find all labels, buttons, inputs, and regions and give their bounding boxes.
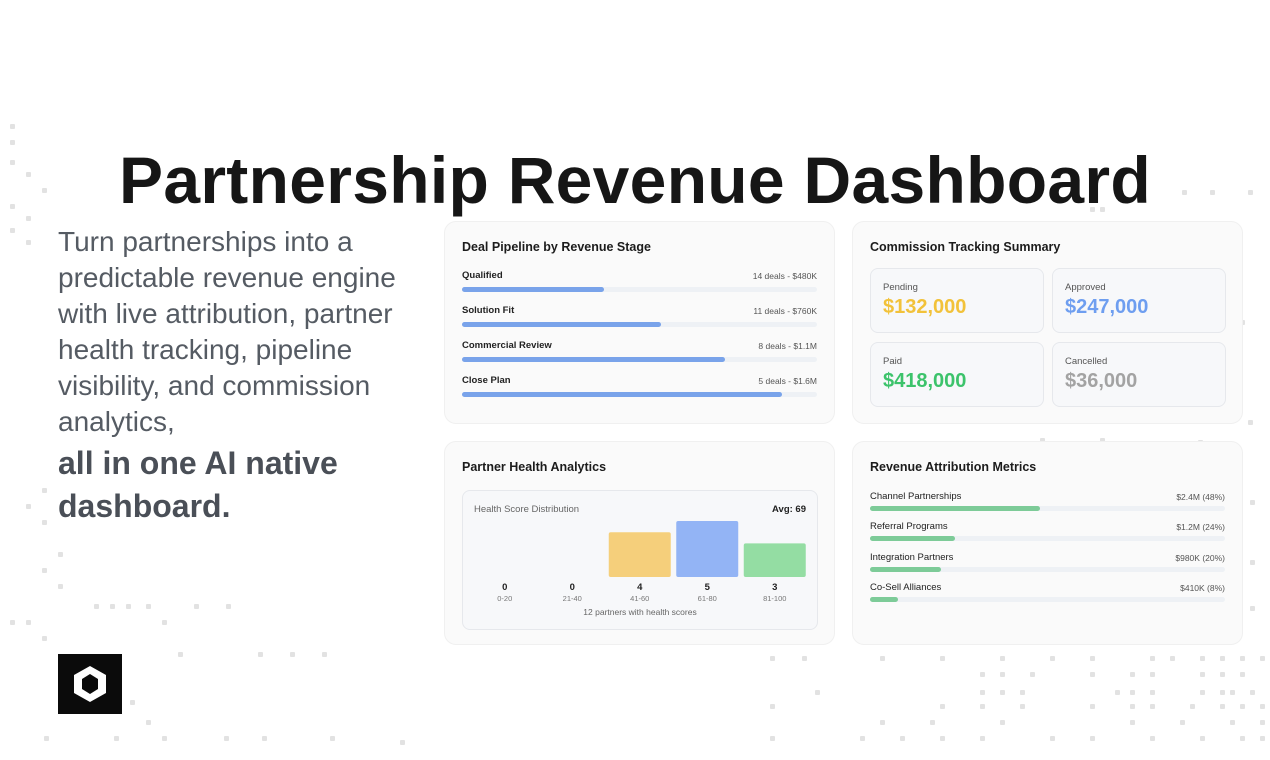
- commission-stat-cancelled: Cancelled $36,000: [1052, 342, 1226, 407]
- stage-value: 8 deals - $1.1M: [758, 341, 817, 351]
- stat-label: Cancelled: [1065, 356, 1108, 367]
- stat-value: $132,000: [883, 296, 967, 318]
- attribution-row: Channel Partnerships $2.4M (48%): [870, 491, 1225, 517]
- revenue-attribution-card: Revenue Attribution Metrics Channel Part…: [852, 441, 1243, 645]
- progress-fill: [870, 567, 941, 572]
- health-bar-41-60: [608, 532, 671, 577]
- bar-value-label: 0: [570, 582, 575, 593]
- progress-fill: [870, 536, 956, 541]
- attribution-value: $980K (20%): [1175, 553, 1225, 563]
- partner-health-card: Partner Health Analytics Health Score Di…: [444, 441, 835, 645]
- bar-category-label: 0-20: [497, 594, 512, 603]
- attribution-row: Co-Sell Alliances $410K (8%): [870, 582, 1225, 608]
- card-title: Revenue Attribution Metrics: [870, 460, 1037, 474]
- commission-stat-paid: Paid $418,000: [870, 342, 1044, 407]
- progress-track: [870, 597, 1225, 602]
- stat-value: $418,000: [883, 370, 967, 392]
- progress-fill: [462, 392, 782, 397]
- chart-subtitle: Health Score Distribution: [474, 504, 580, 515]
- stat-label: Pending: [883, 282, 918, 293]
- bar-value-label: 4: [637, 582, 643, 593]
- attribution-row: Referral Programs $1.2M (24%): [870, 521, 1225, 547]
- attribution-value: $2.4M (48%): [1176, 492, 1225, 502]
- progress-fill: [462, 357, 725, 362]
- stat-value: $36,000: [1065, 370, 1138, 392]
- pipeline-stage-row: Solution Fit 11 deals - $760K: [462, 305, 817, 335]
- attribution-value: $1.2M (24%): [1176, 522, 1225, 532]
- stat-label: Approved: [1065, 282, 1106, 293]
- bar-value-label: 5: [705, 582, 711, 593]
- pipeline-stage-row: Commercial Review 8 deals - $1.1M: [462, 340, 817, 370]
- progress-track: [870, 506, 1225, 511]
- deal-pipeline-card: Deal Pipeline by Revenue Stage Qualified…: [444, 221, 835, 424]
- attribution-label: Integration Partners: [870, 552, 954, 563]
- commission-stat-approved: Approved $247,000: [1052, 268, 1226, 333]
- progress-track: [870, 536, 1225, 541]
- stage-value: 11 deals - $760K: [753, 306, 817, 316]
- stage-label: Qualified: [462, 270, 503, 281]
- progress-track: [462, 392, 817, 397]
- stat-value: $247,000: [1065, 296, 1149, 318]
- bar-value-label: 3: [772, 582, 777, 593]
- attribution-label: Co-Sell Alliances: [870, 582, 942, 593]
- bar-category-label: 81-100: [763, 594, 786, 603]
- stat-label: Paid: [883, 356, 903, 367]
- tagline-emphasis: all in one AI native dashboard.: [58, 445, 338, 524]
- attribution-value: $410K (8%): [1180, 583, 1225, 593]
- health-chart-panel: Health Score Distribution Avg: 69 0 0-20 0…: [462, 490, 818, 630]
- chart-footer: 12 partners with health scores: [583, 607, 697, 617]
- stage-label: Solution Fit: [462, 305, 515, 316]
- hexagon-cube-icon: [74, 666, 106, 702]
- progress-track: [462, 287, 817, 292]
- bar-value-label: 0: [502, 582, 507, 593]
- health-bar-61-80: [676, 521, 739, 577]
- bar-category-label: 61-80: [698, 594, 717, 603]
- attribution-label: Channel Partnerships: [870, 491, 962, 502]
- card-title: Commission Tracking Summary: [870, 240, 1061, 254]
- commission-summary-card: Commission Tracking Summary Pending $132,…: [852, 221, 1243, 424]
- pipeline-stage-row: Qualified 14 deals - $480K: [462, 270, 817, 300]
- average-score: Avg: 69: [772, 504, 806, 515]
- tagline: Turn partnerships into a predictable rev…: [58, 224, 428, 528]
- bar-category-label: 21-40: [563, 594, 582, 603]
- card-title: Deal Pipeline by Revenue Stage: [462, 240, 651, 254]
- progress-fill: [870, 506, 1041, 511]
- card-title: Partner Health Analytics: [462, 460, 607, 474]
- stage-label: Close Plan: [462, 375, 511, 386]
- commission-stat-pending: Pending $132,000: [870, 268, 1044, 333]
- pipeline-stage-row: Close Plan 5 deals - $1.6M: [462, 375, 817, 405]
- stage-label: Commercial Review: [462, 340, 552, 351]
- health-bar-81-100: [743, 543, 806, 577]
- attribution-row: Integration Partners $980K (20%): [870, 552, 1225, 578]
- progress-fill: [462, 287, 604, 292]
- progress-track: [462, 357, 817, 362]
- stage-value: 5 deals - $1.6M: [758, 376, 817, 386]
- page-title: Partnership Revenue Dashboard: [119, 143, 1151, 218]
- brand-logo: [58, 654, 122, 714]
- tagline-text: Turn partnerships into a predictable rev…: [58, 226, 396, 437]
- progress-track: [870, 567, 1225, 572]
- attribution-label: Referral Programs: [870, 521, 948, 532]
- progress-fill: [462, 322, 661, 327]
- stage-value: 14 deals - $480K: [752, 271, 817, 281]
- progress-fill: [870, 597, 899, 602]
- bar-category-label: 41-60: [630, 594, 649, 603]
- progress-track: [462, 322, 817, 327]
